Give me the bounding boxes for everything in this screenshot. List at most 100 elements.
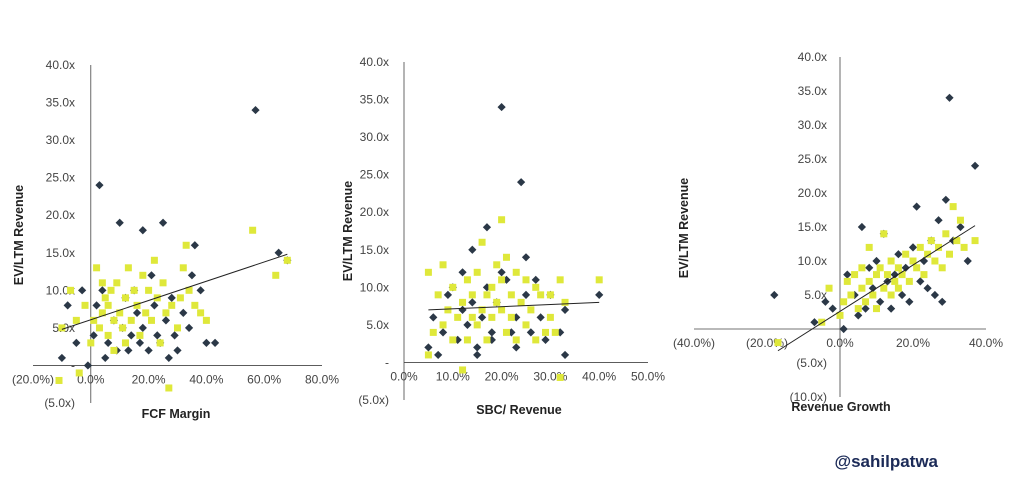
scatter-point-square [942, 230, 950, 238]
scatter-point-square [463, 336, 471, 344]
x-tick-label: 20.0% [896, 336, 930, 350]
y-tick-label: 10.0x [360, 280, 389, 294]
y-tick-label: 5.0x [366, 318, 389, 332]
scatter-point-diamond [945, 93, 954, 102]
y-tick-label: 25.0x [360, 168, 389, 182]
scatter-point-square [488, 313, 496, 321]
x-axis-title: FCF Margin [142, 407, 211, 421]
scatter-point-square [873, 271, 880, 279]
scatter-point-square [197, 309, 205, 317]
scatter-point-square [880, 284, 888, 292]
scatter-point-square [891, 277, 899, 285]
scatter-point-square [165, 384, 173, 392]
scatter-point-diamond [956, 222, 965, 232]
scatter-point-square [880, 230, 888, 238]
scatter-point-square [463, 276, 471, 284]
scatter-point-square [949, 203, 957, 211]
scatter-point-square [960, 243, 968, 251]
scatter-point-square [104, 331, 112, 339]
author-handle: @sahilpatwa [834, 452, 939, 471]
scatter-point-square [946, 250, 953, 258]
scatter-point-diamond [897, 290, 907, 300]
scatter-point-square [483, 291, 491, 299]
y-tick-label: 30.0x [46, 133, 75, 147]
x-tick-label: 60.0% [247, 372, 281, 386]
scatter-point-square [176, 294, 184, 302]
trendline [428, 301, 600, 311]
scatter-point-diamond [63, 301, 72, 310]
x-tick-label: 0.0% [77, 372, 105, 386]
scatter-point-square [110, 346, 118, 354]
scatter-point-square [185, 286, 193, 294]
x-axis-title: Revenue Growth [791, 400, 890, 414]
scatter-point-square [147, 316, 155, 324]
scatter-point-diamond [560, 350, 570, 360]
scatter-point-square [424, 351, 432, 359]
scatter-point-diamond [124, 346, 133, 355]
scatter-point-square [924, 250, 932, 258]
scatter-point-diamond [210, 338, 220, 348]
scatter-point-square [75, 369, 83, 377]
scatter-point-square [95, 324, 103, 332]
scatter-point-diamond [202, 338, 211, 348]
scatter-point-square [546, 291, 554, 299]
scatter-point-square [133, 301, 141, 309]
scatter-point-diamond [487, 328, 496, 337]
scatter-point-square [98, 309, 106, 317]
y-tick-label: (5.0x) [796, 356, 827, 370]
scatter-point-square [556, 276, 564, 284]
scatter-point-square [444, 306, 452, 314]
scatter-point-square [429, 328, 437, 336]
scatter-point-square [473, 268, 481, 276]
scatter-point-square [93, 264, 101, 272]
scatter-point-square [865, 243, 873, 251]
scatter-point-square [493, 298, 501, 306]
scatter-point-square [98, 279, 106, 287]
scatter-point-diamond [938, 297, 947, 306]
scatter-point-diamond [147, 271, 156, 280]
scatter-point-diamond [941, 195, 950, 204]
y-tick-label: 5.0x [804, 288, 827, 302]
y-tick-label: 30.0x [798, 118, 827, 132]
scatter-point-square [894, 264, 902, 272]
scatter-point-square [840, 298, 848, 306]
y-axis-title: EV/LTM Revenue [12, 185, 26, 286]
scatter-point-diamond [828, 304, 837, 313]
scatter-point-square [55, 376, 63, 384]
scatter-point-diamond [190, 241, 199, 250]
scatter-point-square [843, 277, 851, 285]
scatter-point-diamond [912, 202, 921, 211]
scatter-point-square [498, 306, 506, 314]
scatter-point-diamond [170, 331, 179, 340]
scatter-point-square [865, 277, 873, 285]
scatter-point-square [498, 216, 506, 224]
x-tick-label: 40.0% [969, 336, 1003, 350]
scatter-point-square [532, 336, 540, 344]
scatter-point-square [537, 291, 545, 299]
x-axis-title: SBC/ Revenue [476, 403, 561, 417]
scatter-point-square [145, 286, 153, 294]
scatter-point-diamond [526, 328, 535, 337]
scatter-point-square [527, 306, 535, 314]
y-tick-label: 20.0x [798, 186, 827, 200]
scatter-point-square [272, 271, 280, 279]
y-tick-label: 25.0x [46, 171, 75, 185]
scatter-point-diamond [482, 223, 492, 232]
scatter-point-diamond [770, 290, 779, 300]
scatter-point-square [478, 306, 486, 314]
trendline [777, 225, 976, 352]
scatter-point-square [202, 316, 210, 324]
scatter-point-diamond [135, 338, 145, 348]
scatter-point-square [150, 256, 158, 264]
chart-2: (5.0x) - 5.0x 10.0x 15.0x 20.0x 25.0x 30.0x 35.0… [341, 55, 665, 417]
scatter-point-square [522, 321, 530, 329]
trendline [61, 253, 288, 330]
scatter-point-square [434, 291, 442, 299]
y-axis-title: EV/LTM Revenue [677, 178, 691, 279]
scatter-point-diamond [95, 181, 104, 190]
y-tick-label: 40.0x [46, 58, 75, 72]
scatter-point-diamond [434, 350, 443, 360]
scatter-point-diamond [468, 245, 477, 254]
scatter-point-diamond [908, 243, 918, 252]
